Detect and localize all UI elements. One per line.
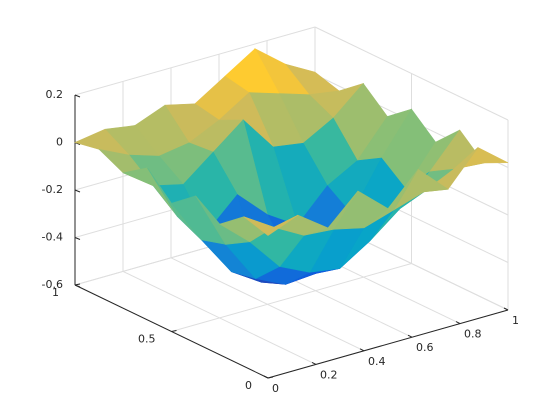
surface	[74, 48, 509, 285]
z-tick-label: 0	[56, 136, 63, 149]
tick-mark	[311, 361, 317, 365]
tick-mark	[407, 334, 413, 338]
y-tick-label: 0	[245, 379, 252, 392]
x-tick-label: 1	[512, 314, 519, 327]
z-tick-label: -0.6	[42, 278, 63, 291]
axis-line	[267, 309, 509, 379]
grid-line	[74, 26, 316, 96]
z-tick-label: -0.4	[42, 231, 63, 244]
y-tick-label: 0.5	[138, 333, 156, 346]
y-tick-label: 1	[52, 286, 59, 299]
x-tick-label: 0.6	[416, 341, 434, 354]
x-tick-label: 0	[272, 382, 279, 395]
tick-mark	[74, 283, 81, 286]
tick-mark	[263, 375, 269, 379]
tick-mark	[267, 376, 274, 379]
z-tick-label: -0.2	[42, 183, 63, 196]
x-tick-label: 0.2	[320, 368, 338, 381]
tick-mark	[171, 330, 177, 332]
tick-mark	[455, 321, 461, 325]
tick-mark	[74, 94, 81, 98]
axes	[74, 94, 509, 379]
z-tick-label: 0.2	[46, 88, 64, 101]
tick-mark	[74, 189, 81, 193]
tick-mark	[503, 307, 509, 311]
x-tick-label: 0.4	[368, 355, 386, 368]
grid-line	[171, 263, 412, 332]
tick-mark	[74, 237, 81, 240]
surface-patch	[243, 214, 299, 236]
tick-mark	[359, 348, 365, 352]
tick-labels: -0.6 -0.4 -0.2 0 0.2 0 0.2 0.4 0.6 0.8 1 0 0.5 1	[42, 88, 519, 395]
x-tick-label: 0.8	[464, 328, 482, 341]
